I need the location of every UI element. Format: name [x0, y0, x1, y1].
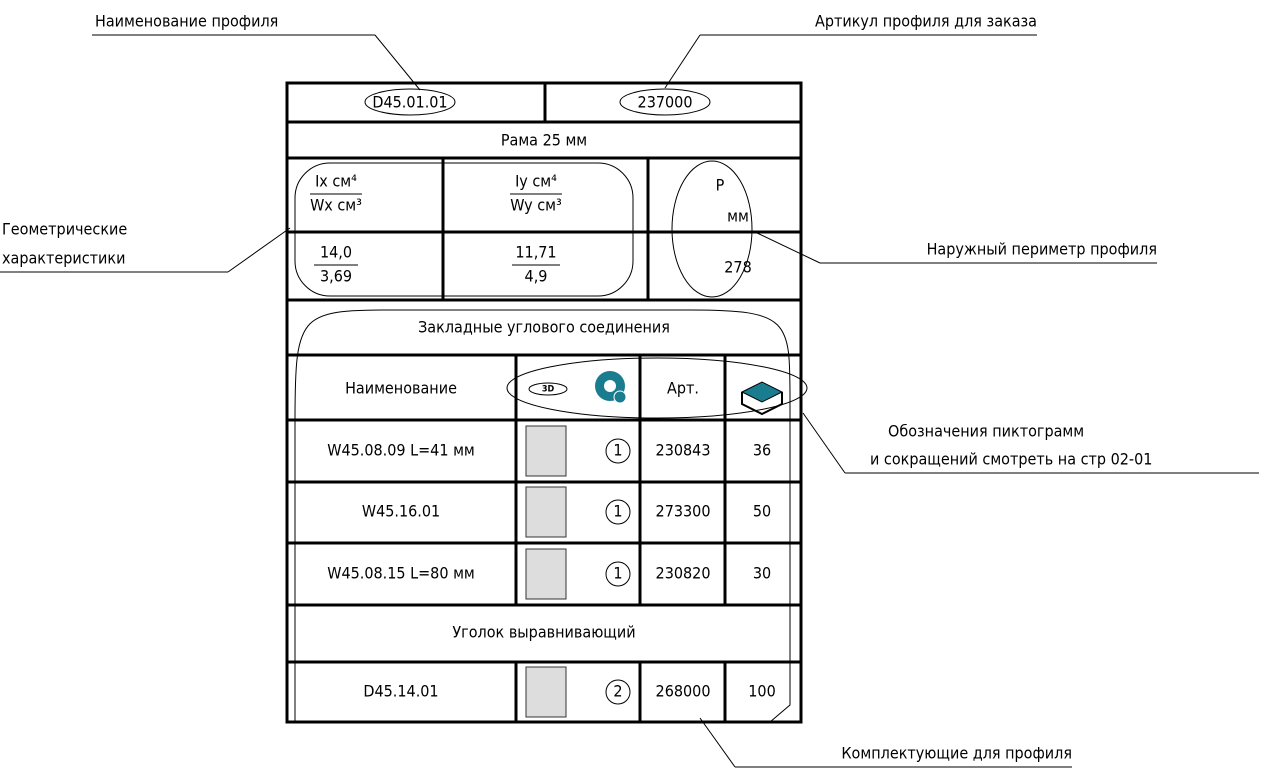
qty-circle	[605, 499, 631, 525]
perimeter-value: 278	[724, 258, 751, 277]
row-article: 230843	[656, 441, 711, 460]
rows: W45.08.09 L=41 мм 1 230843 36 W45.16.01 1 2733…	[327, 425, 776, 718]
note: Комплектующие для профиля	[841, 744, 1072, 763]
row-name: W45.08.15 L=80 мм	[327, 564, 475, 583]
prop-top: Iy см⁴	[515, 172, 557, 191]
part-image	[525, 486, 567, 538]
note: характеристики	[2, 249, 125, 268]
prop-bottom: Wy см³	[510, 196, 562, 215]
table	[285, 81, 808, 724]
row-qty: 1	[613, 441, 622, 460]
part-image	[525, 548, 567, 600]
profile-article: 237000	[638, 93, 693, 112]
qty-circle	[605, 679, 631, 705]
row-pack: 100	[748, 682, 775, 701]
profile-title: Рама 25 мм	[501, 131, 587, 150]
prop-value: 14,0	[320, 243, 352, 262]
header-article: Арт.	[667, 379, 699, 398]
qty-circle	[605, 438, 631, 464]
note: Геометрические	[2, 220, 127, 239]
profile-code: D45.01.01	[372, 93, 447, 112]
qty-circle	[605, 561, 631, 587]
section-title: Закладные углового соединения	[418, 318, 670, 337]
table-text: D45.01.01 237000 Рама 25 мм Ix см⁴ Wx см…	[310, 93, 784, 642]
prop-value: 4,9	[525, 267, 548, 286]
icon-box	[740, 381, 784, 416]
prop-bottom: Wx см³	[310, 196, 362, 215]
note: Обозначения пиктограмм	[888, 422, 1084, 441]
perimeter-top: P	[716, 176, 725, 195]
perimeter-bottom: мм	[727, 207, 749, 226]
row-pack: 36	[753, 441, 771, 460]
row-qty: 2	[613, 682, 622, 701]
row-article: 230820	[656, 564, 711, 583]
icon-tool	[595, 371, 627, 404]
row-article: 273300	[656, 502, 711, 521]
row-name: D45.14.01	[363, 682, 438, 701]
prop-top: Ix см⁴	[315, 172, 357, 191]
row-name: W45.08.09 L=41 мм	[327, 441, 475, 460]
part-image	[525, 666, 567, 718]
annotations: Наименование профиля Артикул профиля для…	[0, 12, 1259, 768]
note: Наружный периметр профиля	[927, 240, 1157, 259]
row-pack: 50	[753, 502, 771, 521]
row-name: W45.16.01	[362, 502, 440, 521]
part-image	[525, 425, 567, 477]
header-name: Наименование	[345, 379, 457, 398]
note: Артикул профиля для заказа	[815, 12, 1037, 31]
note: Наименование профиля	[95, 12, 278, 31]
row-qty: 1	[613, 564, 622, 583]
icon-3d: 3D	[528, 382, 568, 396]
row-article: 268000	[656, 682, 711, 701]
prop-value: 3,69	[320, 267, 352, 286]
row-qty: 1	[613, 502, 622, 521]
note: и сокращений смотреть на стр 02-01	[870, 450, 1152, 469]
section-title: Уголок выравнивающий	[452, 623, 635, 642]
icon-3d-label: 3D	[542, 385, 555, 395]
prop-value: 11,71	[515, 243, 556, 262]
row-pack: 30	[753, 564, 771, 583]
